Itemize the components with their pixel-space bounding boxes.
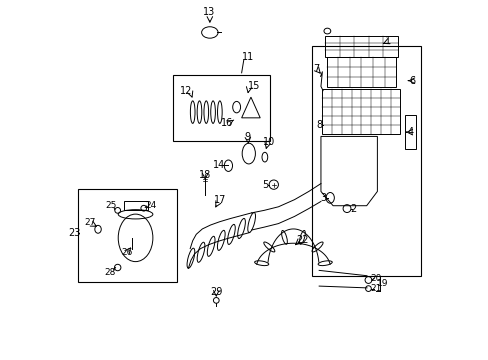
Text: 24: 24: [145, 201, 156, 210]
Bar: [173, 75, 269, 141]
Bar: [326, 57, 395, 87]
Text: 10: 10: [263, 137, 275, 147]
Text: 2: 2: [350, 203, 356, 213]
Bar: [123, 202, 148, 210]
Text: 19: 19: [376, 279, 387, 288]
Text: 27: 27: [84, 219, 96, 228]
Text: 14: 14: [212, 160, 224, 170]
Text: 23: 23: [68, 228, 80, 238]
Text: 18: 18: [199, 170, 211, 180]
Text: 8: 8: [316, 120, 322, 130]
Text: 20: 20: [370, 274, 381, 283]
Text: 17: 17: [214, 195, 226, 205]
Bar: [324, 36, 397, 57]
Text: 6: 6: [409, 76, 415, 86]
Text: 9: 9: [244, 132, 250, 142]
Text: 12: 12: [180, 86, 192, 96]
Text: 3: 3: [319, 193, 325, 203]
Text: 28: 28: [104, 268, 115, 277]
Bar: [311, 46, 421, 276]
Text: 16: 16: [221, 118, 233, 128]
Text: 22: 22: [296, 235, 308, 245]
Text: 4: 4: [407, 127, 413, 137]
Text: 15: 15: [248, 81, 260, 91]
Text: 25: 25: [105, 201, 116, 210]
Text: 29: 29: [210, 287, 222, 297]
Bar: [404, 115, 415, 149]
Text: 13: 13: [202, 7, 214, 17]
Text: 7: 7: [313, 64, 319, 73]
Bar: [322, 89, 400, 134]
Text: 5: 5: [262, 180, 268, 190]
Text: 21: 21: [370, 284, 381, 293]
Text: 1: 1: [385, 36, 391, 46]
Text: 26: 26: [121, 248, 132, 257]
Text: 11: 11: [242, 53, 254, 63]
Bar: [78, 189, 176, 282]
